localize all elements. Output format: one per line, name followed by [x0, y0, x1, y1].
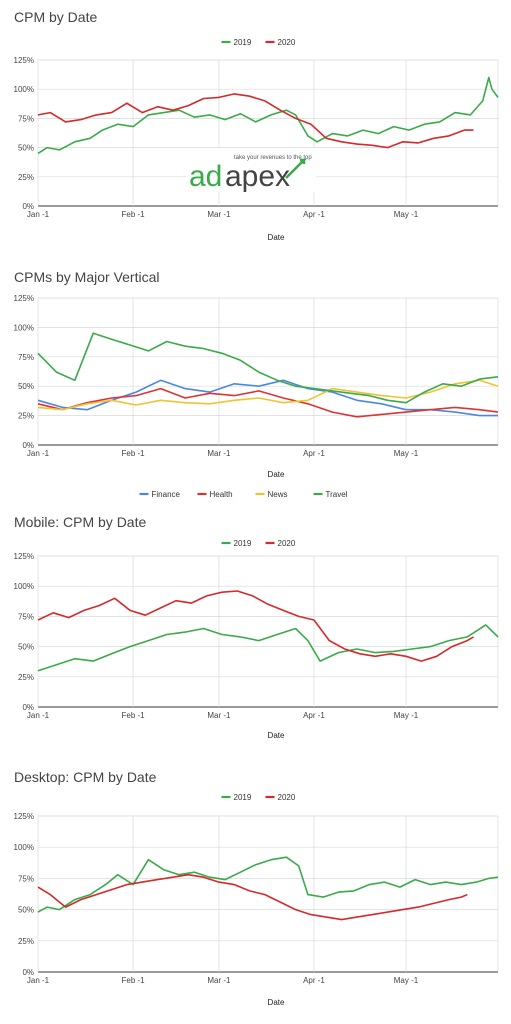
x-tick-label: Apr -1	[303, 449, 325, 458]
chart-svg: 0% 25% 50% 75% 100% 125% Jan -1 Feb -1 Mar -1 Apr…	[14, 38, 499, 242]
series-line-2019	[37, 76, 499, 155]
series-line-2019	[37, 624, 499, 672]
x-tick-label: Apr -1	[303, 976, 325, 985]
legend-label: 2019	[234, 539, 252, 548]
series-line-travel	[37, 332, 499, 404]
series-line-2020	[37, 93, 474, 149]
chart-title: CPM by Date	[14, 9, 98, 25]
y-tick-label: 0%	[22, 703, 34, 712]
y-tick-label: 25%	[18, 673, 34, 682]
chart-svg: 0% 25% 50% 75% 100% 125% Jan -1 Feb -1 Mar -1 Apr…	[14, 294, 499, 499]
y-tick-label: 0%	[22, 968, 34, 977]
y-tick-label: 0%	[22, 441, 34, 450]
y-tick-label: 50%	[18, 144, 34, 153]
chart-panel-cpm-by-date: CPM by Date 0% 25% 50% 75% 100% 125% Jan -1 Feb…	[0, 0, 511, 248]
x-tick-label: Jan -1	[27, 976, 50, 985]
x-tick-label: Jan -1	[27, 711, 50, 720]
y-tick-label: 50%	[18, 906, 34, 915]
y-tick-label: 0%	[22, 202, 34, 211]
logo-brand-text: ad	[189, 160, 222, 192]
y-tick-label: 125%	[14, 812, 34, 821]
x-tick-label: Feb -1	[122, 210, 146, 219]
y-tick-label: 125%	[14, 56, 34, 65]
chart-panel-desktop-cpm-by-date: Desktop: CPM by Date 0% 25% 50% 75% 100% 125%…	[0, 762, 511, 1024]
x-axis-label: Date	[268, 233, 285, 242]
logo-brand-text-2: apex	[225, 160, 290, 192]
series-line-2020	[37, 873, 468, 921]
y-tick-label: 75%	[18, 874, 34, 883]
legend-label: 2020	[278, 38, 296, 47]
y-tick-label: 75%	[18, 612, 34, 621]
y-tick-label: 25%	[18, 937, 34, 946]
chart-svg: 0% 25% 50% 75% 100% 125% Jan -1 Feb -1 Mar -1 Apr…	[14, 539, 499, 740]
x-axis-label: Date	[268, 470, 285, 479]
x-tick-label: May -1	[394, 711, 419, 720]
x-tick-label: Jan -1	[27, 210, 50, 219]
y-tick-label: 75%	[18, 353, 34, 362]
x-axis-label: Date	[268, 998, 285, 1007]
chart-title: Desktop: CPM by Date	[14, 769, 157, 785]
y-tick-label: 100%	[14, 323, 34, 332]
legend-label: 2019	[234, 793, 252, 802]
y-tick-label: 75%	[18, 114, 34, 123]
y-tick-label: 100%	[14, 843, 34, 852]
legend-label: 2019	[234, 38, 252, 47]
x-tick-label: Apr -1	[303, 210, 325, 219]
y-tick-label: 50%	[18, 382, 34, 391]
y-tick-label: 25%	[18, 173, 34, 182]
legend-label: 2020	[278, 539, 296, 548]
y-tick-label: 100%	[14, 85, 34, 94]
legend-label: News	[268, 490, 288, 499]
x-axis-label: Date	[268, 731, 285, 740]
x-tick-label: Mar -1	[207, 210, 231, 219]
y-tick-label: 125%	[14, 294, 34, 303]
chart-title: CPMs by Major Vertical	[14, 269, 160, 285]
x-tick-label: Apr -1	[303, 711, 325, 720]
logo-arrow-icon	[285, 158, 308, 179]
chart-panel-mobile-cpm-by-date: Mobile: CPM by Date 0% 25% 50% 75% 100% 125% J…	[0, 508, 511, 760]
x-tick-label: Mar -1	[207, 449, 231, 458]
legend-label: Health	[210, 490, 233, 499]
x-tick-label: May -1	[394, 449, 419, 458]
x-tick-label: Feb -1	[122, 976, 146, 985]
chart-panel-cpms-by-major-vertical: CPMs by Major Vertical 0% 25% 50% 75% 100% 12…	[0, 258, 511, 508]
x-tick-label: Jan -1	[27, 449, 50, 458]
x-tick-label: Feb -1	[122, 449, 146, 458]
chart-title: Mobile: CPM by Date	[14, 514, 147, 530]
x-tick-label: Mar -1	[207, 976, 231, 985]
chart-svg: 0% 25% 50% 75% 100% 125% Jan -1 Feb -1 Mar -1 Apr…	[14, 793, 499, 1007]
y-tick-label: 25%	[18, 412, 34, 421]
series-line-news	[37, 379, 499, 411]
x-tick-label: Mar -1	[207, 711, 231, 720]
series-line-2019	[37, 856, 499, 913]
y-tick-label: 100%	[14, 582, 34, 591]
x-tick-label: Feb -1	[122, 711, 146, 720]
x-tick-label: May -1	[394, 976, 419, 985]
legend-label: 2020	[278, 793, 296, 802]
series-line-health	[37, 387, 499, 418]
adapex-logo-graphic: ad apex take your revenues to the top	[189, 155, 312, 193]
adapex-logo: ad apex take your revenues to the top	[186, 148, 316, 193]
y-tick-label: 125%	[14, 552, 34, 561]
x-tick-label: May -1	[394, 210, 419, 219]
series-line-2020	[37, 590, 474, 662]
legend-label: Travel	[326, 490, 348, 499]
legend-label: Finance	[152, 490, 181, 499]
y-tick-label: 50%	[18, 643, 34, 652]
logo-tagline: take your revenues to the top	[234, 155, 312, 161]
